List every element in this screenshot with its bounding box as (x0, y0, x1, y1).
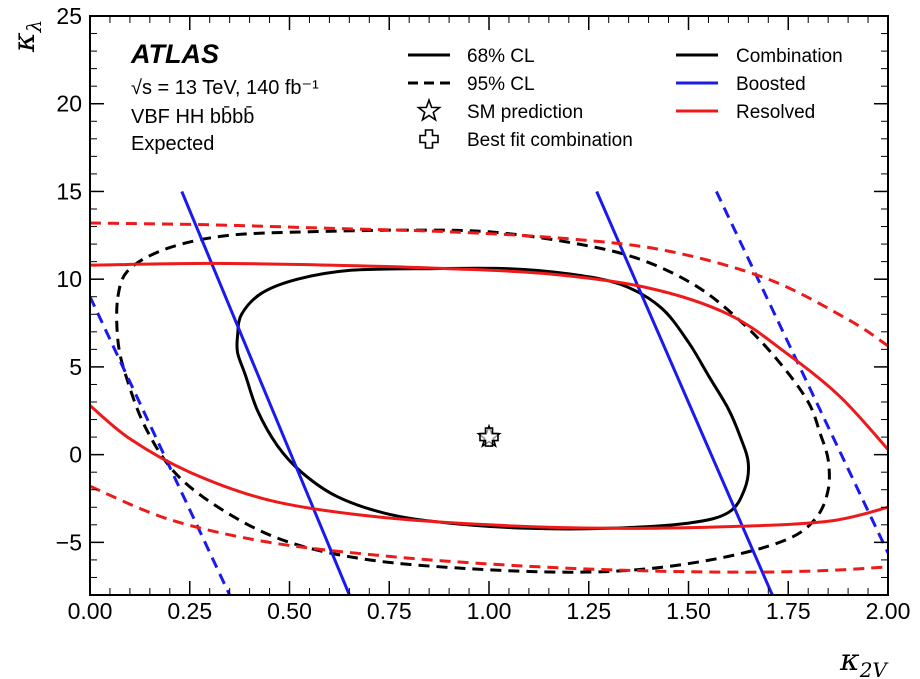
status-label: Expected (131, 133, 214, 155)
legend-cross-icon (419, 129, 439, 149)
x-tick-label: 0.25 (167, 598, 212, 624)
legend-star-icon (416, 97, 442, 122)
best-fit-cross (479, 427, 499, 447)
x-tick-label: 0.75 (367, 598, 412, 624)
y-axis-title: κλ (7, 20, 46, 53)
y-tick-label: 5 (69, 354, 82, 380)
y-axis-ticks: −5 0 5 10 15 20 25 (56, 3, 888, 596)
resolved-68cl-contour (90, 404, 888, 530)
resolved-95cl-contour (90, 484, 888, 574)
legend-star-marker (416, 97, 442, 122)
energy-label: √s = 13 TeV, 140 fb⁻¹ (131, 77, 319, 99)
contour-curves (90, 190, 888, 595)
legend-68cl-label: 68% CL (467, 46, 535, 67)
boosted-95cl-contour (90, 296, 231, 595)
process-label: VBF HH bb̄bb̄ (131, 105, 254, 128)
legend-sm-label: SM prediction (467, 102, 583, 123)
x-tick-label: 0.00 (68, 598, 113, 624)
resolved-68cl-contour (90, 261, 888, 451)
y-tick-label: 0 (69, 442, 82, 468)
y-tick-label: −5 (56, 529, 82, 555)
boosted-95cl-contour (715, 190, 888, 554)
x-tick-label: 2.00 (866, 598, 911, 624)
legend-bestfit-label: Best fit combination (467, 130, 633, 151)
combination-68cl-contour (235, 266, 750, 531)
resolved-95cl-contour (90, 221, 888, 348)
x-tick-label: 1.50 (666, 598, 711, 624)
legend-combination-label: Combination (736, 46, 843, 67)
atlas-label: ATLAS (130, 39, 219, 69)
boosted-68cl-contour (595, 190, 774, 595)
x-axis-title: κ2V (839, 643, 889, 679)
point-markers (476, 423, 502, 448)
x-tick-label: 1.75 (766, 598, 811, 624)
legend-cross-marker (419, 129, 439, 149)
boosted-68cl-contour (180, 190, 351, 595)
x-tick-label: 1.00 (467, 598, 512, 624)
x-tick-label: 0.50 (267, 598, 312, 624)
legend-95cl-label: 95% CL (467, 74, 535, 95)
x-axis-ticks: 0.00 0.25 0.50 0.75 1.00 1.25 1.50 1.75 2.00 (68, 16, 911, 624)
y-tick-label: 25 (56, 3, 82, 29)
y-tick-label: 20 (56, 91, 82, 117)
legend: 68% CL 95% CL SM prediction Best fit com… (408, 46, 843, 151)
x-tick-label: 1.25 (566, 598, 611, 624)
legend-boosted-label: Boosted (736, 74, 806, 95)
legend-resolved-label: Resolved (736, 102, 815, 123)
y-tick-label: 10 (56, 266, 82, 292)
y-tick-label: 15 (56, 178, 82, 204)
